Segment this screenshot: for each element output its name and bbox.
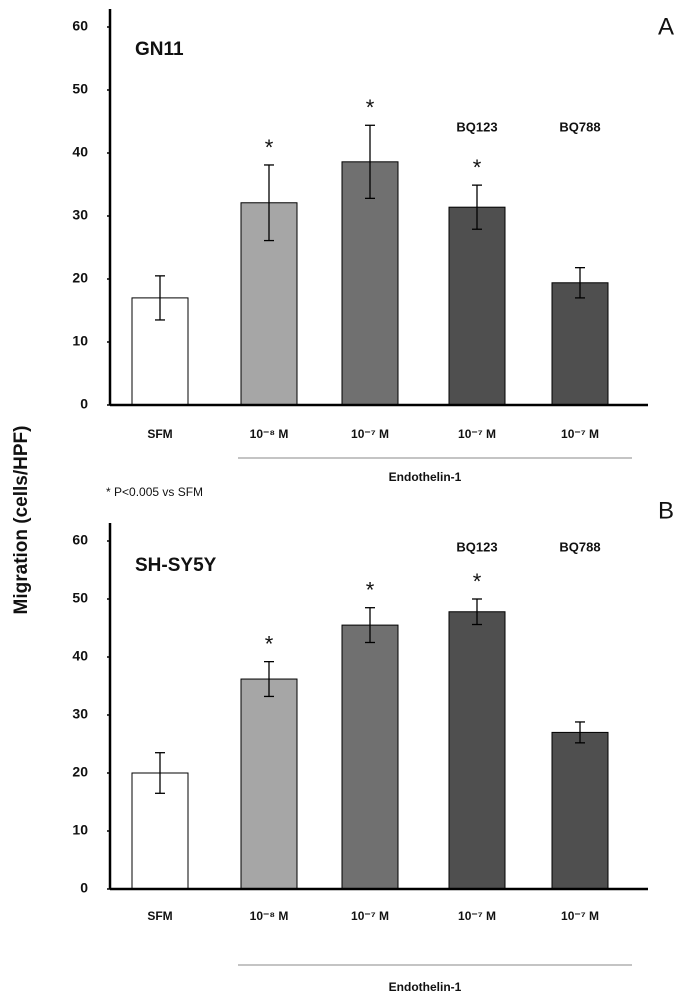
x-tick-label: 10⁻⁸ M <box>250 427 289 441</box>
y-tick-label: 50 <box>72 81 88 97</box>
significance-star: * <box>366 95 375 120</box>
y-axis-label: Migration (cells/HPF) <box>11 426 32 615</box>
panel-title: GN11 <box>135 39 184 60</box>
significance-star: * <box>366 578 375 603</box>
x-tick-label: 10⁻⁷ M <box>561 909 599 923</box>
y-tick-label: 0 <box>80 396 88 412</box>
antagonist-label: BQ123 <box>456 539 497 554</box>
significance-star: * <box>473 155 482 180</box>
bar <box>240 678 298 890</box>
x-tick-label: 10⁻⁸ M <box>250 909 289 923</box>
x-tick-label: 10⁻⁷ M <box>458 427 496 441</box>
x-tick-label: SFM <box>147 909 172 923</box>
y-tick-label: 10 <box>72 822 88 838</box>
y-tick-label: 30 <box>72 207 88 223</box>
y-tick-label: 60 <box>72 18 88 34</box>
bar <box>551 282 609 406</box>
bar <box>448 611 506 890</box>
panel-letter: B <box>658 497 674 524</box>
significance-star: * <box>473 569 482 594</box>
y-tick-label: 0 <box>80 880 88 896</box>
y-tick-label: 40 <box>72 648 88 664</box>
x-tick-label: 10⁻⁷ M <box>351 427 389 441</box>
y-tick-label: 40 <box>72 144 88 160</box>
antagonist-label: BQ123 <box>456 119 497 134</box>
x-tick-label: 10⁻⁷ M <box>351 909 389 923</box>
bar <box>551 731 609 890</box>
significance-star: * <box>265 631 274 656</box>
y-tick-label: 20 <box>72 764 88 780</box>
panel-title: SH-SY5Y <box>135 555 217 576</box>
bar <box>341 624 399 890</box>
x-tick-label: 10⁻⁷ M <box>561 427 599 441</box>
x-tick-label: SFM <box>147 427 172 441</box>
antagonist-label: BQ788 <box>559 539 600 554</box>
bar <box>341 161 399 406</box>
bar <box>448 206 506 406</box>
group-label: Endothelin-1 <box>389 470 462 484</box>
antagonist-label: BQ788 <box>559 119 600 134</box>
panel-letter: A <box>658 13 674 40</box>
y-tick-label: 60 <box>72 532 88 548</box>
group-label: Endothelin-1 <box>389 980 462 994</box>
significance-star: * <box>265 135 274 160</box>
y-tick-label: 10 <box>72 333 88 349</box>
x-tick-label: 10⁻⁷ M <box>458 909 496 923</box>
y-tick-label: 30 <box>72 706 88 722</box>
y-tick-label: 50 <box>72 590 88 606</box>
footnote: * P<0.005 vs SFM <box>106 485 203 499</box>
y-tick-label: 20 <box>72 270 88 286</box>
